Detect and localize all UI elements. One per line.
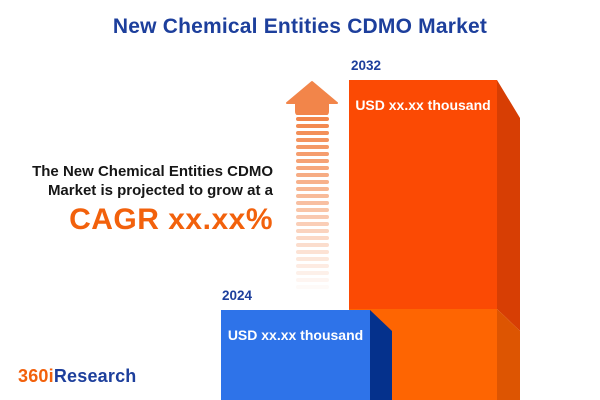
bar-2032-front-upper [349, 80, 497, 309]
label-value-2024: USD xx.xx thousand [227, 327, 364, 343]
arrow-head-icon [286, 81, 338, 115]
cagr-value: CAGR xx.xx% [69, 203, 273, 236]
bar-2024-side [370, 310, 392, 400]
bar-2032-side-lower [497, 309, 520, 400]
label-value-2032: USD xx.xx thousand [355, 97, 491, 113]
arrow-stripes [295, 117, 339, 289]
growth-annotation: The New Chemical Entities CDMO Market is… [32, 162, 273, 237]
growth-arrow-icon [286, 80, 338, 292]
label-year-2024: 2024 [222, 288, 253, 303]
annotation-line-1: The New Chemical Entities CDMO [32, 163, 273, 180]
brand-logo: 360iResearch [18, 366, 137, 387]
logo-part-360i: 360i [18, 366, 54, 386]
annotation-line-2: Market is projected to grow at a [47, 182, 273, 199]
bar-2032-side-upper [497, 80, 520, 331]
label-year-2032: 2032 [351, 58, 382, 73]
bar-2024-front [221, 310, 370, 400]
page-title: New Chemical Entities CDMO Market [112, 15, 488, 38]
logo-part-research: Research [53, 366, 137, 386]
